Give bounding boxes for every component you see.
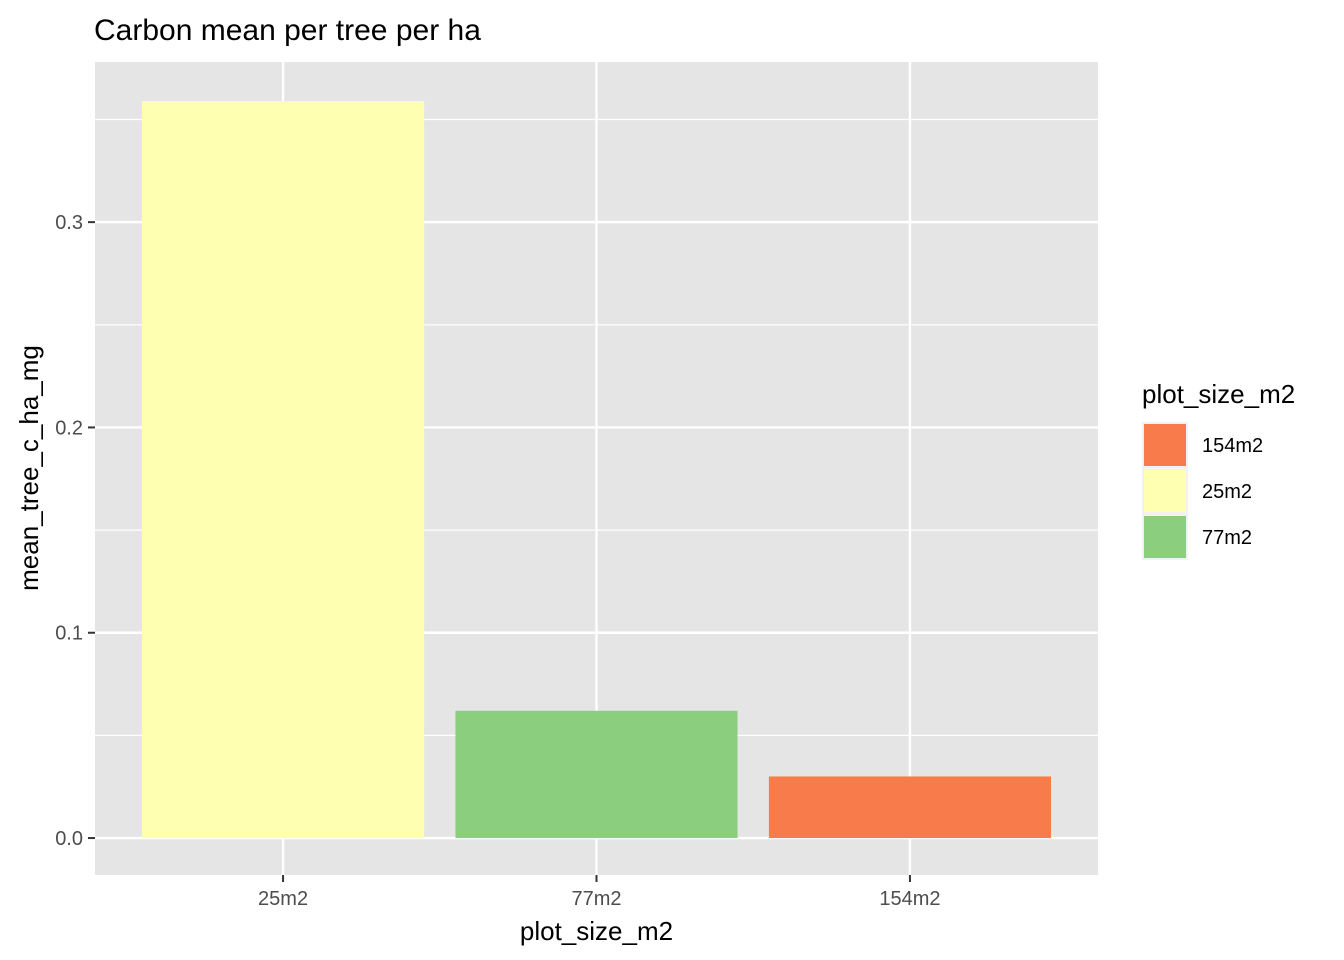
bars — [142, 101, 1051, 839]
legend-swatch-154m2 — [1144, 424, 1186, 466]
x-axis-ticks: 25m2 77m2 154m2 — [258, 875, 941, 910]
legend-swatch-25m2 — [1144, 470, 1186, 512]
x-tick-label: 77m2 — [571, 888, 621, 910]
y-tick-label: 0.1 — [55, 623, 83, 645]
y-tick-label: 0.0 — [55, 828, 83, 850]
x-tick-label: 25m2 — [258, 888, 308, 910]
y-tick-label: 0.3 — [55, 212, 83, 234]
legend-label: 25m2 — [1202, 481, 1252, 503]
y-axis-title: mean_tree_c_ha_mg — [14, 345, 44, 591]
chart-title: Carbon mean per tree per ha — [94, 14, 481, 47]
bar-25m2 — [142, 101, 425, 839]
y-tick-label: 0.2 — [55, 417, 83, 439]
legend: plot_size_m2 154m2 25m2 77m2 — [1142, 379, 1295, 560]
x-tick-label: 154m2 — [879, 888, 940, 910]
legend-title: plot_size_m2 — [1142, 379, 1295, 409]
legend-label: 154m2 — [1202, 435, 1263, 457]
legend-swatch-77m2 — [1144, 516, 1186, 558]
bar-77m2 — [455, 710, 738, 839]
x-axis-title: plot_size_m2 — [520, 916, 673, 946]
legend-label: 77m2 — [1202, 527, 1252, 549]
bar-154m2 — [768, 776, 1051, 839]
y-axis-ticks: 0.0 0.1 0.2 0.3 — [55, 212, 95, 850]
